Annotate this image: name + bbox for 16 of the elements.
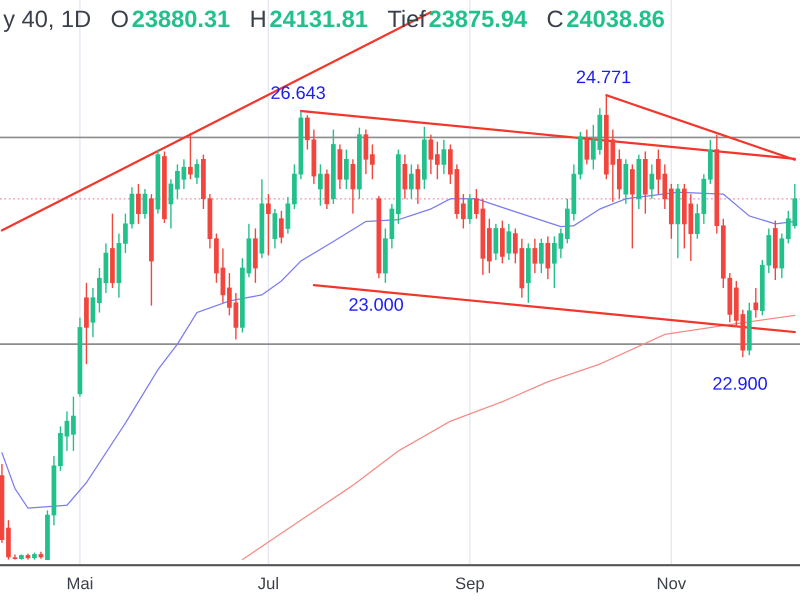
text: 24038.86 xyxy=(567,10,664,28)
text: 23880.31 xyxy=(132,10,230,28)
text: 23875.94 xyxy=(429,10,527,28)
annotation: 23.000 xyxy=(349,298,404,311)
x-tick-label: Sep xyxy=(456,577,484,593)
text: 24131.81 xyxy=(270,10,368,28)
text: O xyxy=(112,10,128,28)
chart-title: y 40, 1D xyxy=(3,10,90,32)
x-tick-label: Jul xyxy=(258,577,278,590)
text: C xyxy=(548,10,563,28)
annotation: 24.771 xyxy=(576,70,630,84)
x-tick-label: Mai xyxy=(68,577,92,590)
annotation: 26.643 xyxy=(271,86,325,100)
x-tick-label: Nov xyxy=(658,578,686,590)
annotation: 22.900 xyxy=(713,377,767,390)
text: H xyxy=(252,10,265,28)
